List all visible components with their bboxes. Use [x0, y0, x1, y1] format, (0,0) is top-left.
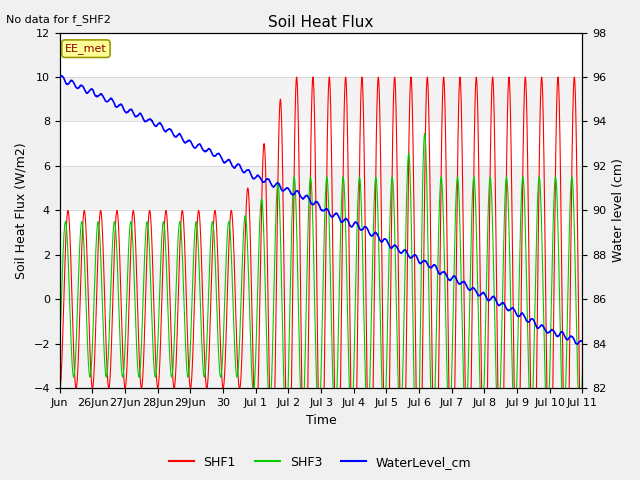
X-axis label: Time: Time — [306, 414, 337, 427]
Text: No data for f_SHF2: No data for f_SHF2 — [6, 14, 111, 25]
Bar — [60, 77, 582, 121]
Text: EE_met: EE_met — [65, 43, 107, 54]
Title: Soil Heat Flux: Soil Heat Flux — [268, 15, 374, 30]
Bar — [60, 255, 582, 300]
Y-axis label: Soil Heat Flux (W/m2): Soil Heat Flux (W/m2) — [15, 142, 28, 279]
Legend: SHF1, SHF3, WaterLevel_cm: SHF1, SHF3, WaterLevel_cm — [164, 451, 476, 474]
Bar — [60, 166, 582, 210]
Y-axis label: Water level (cm): Water level (cm) — [612, 158, 625, 263]
Bar — [60, 344, 582, 388]
